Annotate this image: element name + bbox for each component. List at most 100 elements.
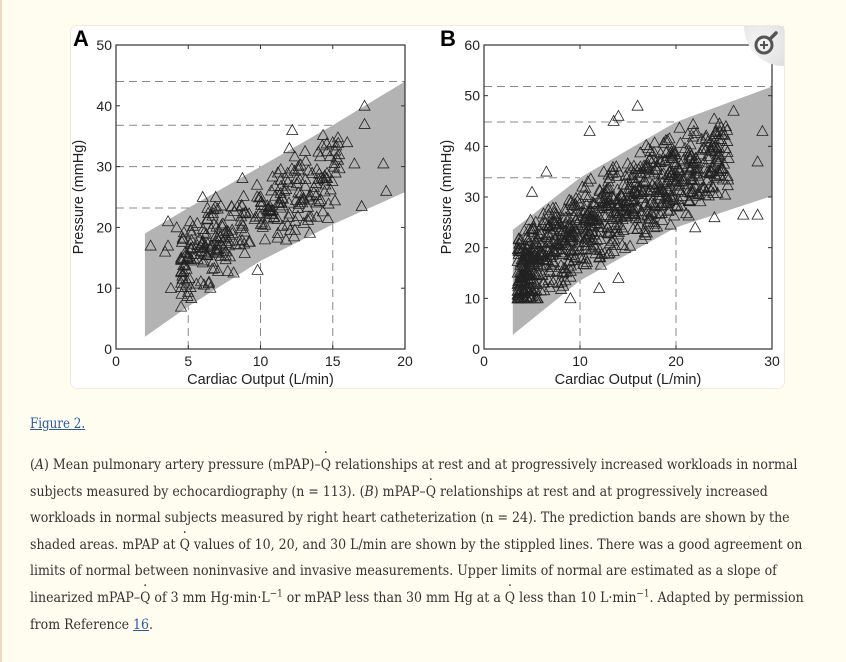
data-point-triangle xyxy=(207,217,221,229)
data-point-triangle xyxy=(522,237,535,249)
data-point-triangle xyxy=(610,207,623,219)
data-point-triangle xyxy=(648,220,661,233)
data-point-triangle xyxy=(250,178,264,190)
data-point-triangle xyxy=(183,271,196,283)
data-point-triangle xyxy=(600,192,613,205)
data-point-triangle xyxy=(644,212,657,225)
data-point-triangle xyxy=(275,195,288,208)
data-point-triangle xyxy=(550,229,563,241)
data-point-triangle xyxy=(301,213,315,225)
data-point-triangle xyxy=(689,221,702,233)
data-point-triangle xyxy=(660,145,674,157)
data-point-triangle xyxy=(191,238,204,250)
data-point-triangle xyxy=(555,275,568,287)
data-point-triangle xyxy=(550,218,563,230)
caption-text: ) mPAP– xyxy=(373,483,426,500)
data-point-triangle xyxy=(685,170,698,182)
data-point-triangle xyxy=(329,139,343,151)
data-point-triangle xyxy=(580,255,594,267)
data-point-triangle xyxy=(211,264,225,276)
data-point-triangle xyxy=(211,246,224,258)
data-point-triangle xyxy=(205,223,218,235)
data-point-triangle xyxy=(610,169,624,181)
data-point-triangle xyxy=(279,182,293,194)
data-point-triangle xyxy=(573,197,586,209)
x-tick-label: 10 xyxy=(253,353,269,369)
data-point-triangle xyxy=(601,182,615,194)
data-point-triangle xyxy=(279,233,293,245)
data-point-triangle xyxy=(542,208,555,220)
data-point-triangle xyxy=(316,139,329,151)
data-point-triangle xyxy=(175,235,189,247)
data-point-triangle xyxy=(271,231,284,243)
data-point-triangle xyxy=(579,188,592,200)
data-point-triangle xyxy=(612,228,625,240)
data-point-triangle xyxy=(673,178,686,190)
data-point-triangle xyxy=(310,196,323,208)
data-point-triangle xyxy=(237,189,250,201)
data-point-triangle xyxy=(631,99,644,111)
data-point-triangle xyxy=(518,224,531,236)
data-point-triangle xyxy=(547,275,560,287)
data-point-triangle xyxy=(190,277,203,289)
data-point-triangle xyxy=(584,172,597,184)
data-point-triangle xyxy=(643,168,656,180)
data-point-triangle xyxy=(629,162,643,174)
data-point-triangle xyxy=(621,157,634,169)
data-point-triangle xyxy=(327,160,341,172)
data-point-triangle xyxy=(606,160,620,173)
figure-link[interactable]: Figure 2. xyxy=(30,416,86,432)
data-point-triangle xyxy=(234,221,248,234)
zoom-in-button[interactable] xyxy=(744,26,784,66)
data-point-triangle xyxy=(629,207,642,219)
data-point-triangle xyxy=(600,199,613,211)
data-point-triangle xyxy=(530,236,544,248)
data-point-triangle xyxy=(285,179,298,191)
data-point-triangle xyxy=(562,248,576,261)
data-point-triangle xyxy=(302,190,316,202)
data-point-triangle xyxy=(606,166,619,178)
data-point-triangle xyxy=(549,232,562,244)
data-point-triangle xyxy=(559,274,572,286)
data-point-triangle xyxy=(250,190,264,202)
data-point-triangle xyxy=(656,213,669,225)
data-point-triangle xyxy=(348,157,361,169)
caption-text: ( xyxy=(30,457,35,473)
data-point-triangle xyxy=(669,199,682,211)
data-point-triangle xyxy=(330,151,343,163)
data-point-triangle xyxy=(522,248,535,260)
data-point-triangle xyxy=(513,243,526,256)
data-point-triangle xyxy=(292,159,305,172)
data-point-triangle xyxy=(222,234,236,247)
data-point-triangle xyxy=(636,184,649,196)
data-point-triangle xyxy=(608,238,622,250)
data-point-triangle xyxy=(328,194,342,206)
data-point-triangle xyxy=(313,194,326,206)
data-point-triangle xyxy=(680,206,693,219)
data-point-triangle xyxy=(281,175,295,187)
x-tick-label: 5 xyxy=(184,353,192,369)
data-point-triangle xyxy=(647,145,661,158)
data-point-triangle xyxy=(539,253,553,266)
data-point-triangle xyxy=(591,216,604,228)
data-point-triangle xyxy=(658,153,672,166)
data-point-triangle xyxy=(299,172,312,184)
data-point-triangle xyxy=(202,276,215,289)
data-point-triangle xyxy=(716,162,729,174)
data-point-triangle xyxy=(560,224,573,236)
data-point-triangle xyxy=(329,166,342,178)
data-point-triangle xyxy=(681,185,694,197)
data-point-triangle xyxy=(699,129,713,141)
data-point-triangle xyxy=(299,179,312,191)
data-point-triangle xyxy=(231,200,244,212)
data-point-triangle xyxy=(204,239,217,251)
reference-link[interactable]: 16 xyxy=(133,616,150,633)
data-point-triangle xyxy=(711,151,725,163)
data-point-triangle xyxy=(575,205,588,217)
data-point-triangle xyxy=(236,207,250,219)
data-point-triangle xyxy=(553,222,567,234)
data-point-triangle xyxy=(513,285,526,297)
data-point-triangle xyxy=(517,292,530,304)
data-point-triangle xyxy=(654,155,668,167)
data-point-triangle xyxy=(312,172,325,184)
